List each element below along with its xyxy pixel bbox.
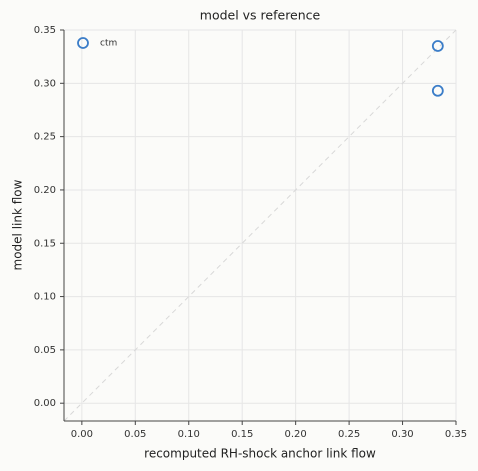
x-tick-label: 0.20 (285, 429, 307, 440)
y-tick-label: 0.05 (34, 345, 56, 356)
x-tick-label: 0.00 (71, 429, 93, 440)
chart-title: model vs reference (200, 8, 321, 23)
y-tick-label: 0.35 (34, 25, 56, 36)
y-tick-label: 0.30 (34, 78, 56, 89)
x-tick-label: 0.25 (338, 429, 360, 440)
x-axis-label: recomputed RH-shock anchor link flow (144, 447, 376, 461)
point (431, 84, 444, 97)
y-tick-label: 0.25 (34, 132, 56, 143)
x-tick-label: 0.35 (445, 429, 467, 440)
x-tick-label: 0.10 (178, 429, 200, 440)
reference-line (63, 29, 457, 422)
x-tick-label: 0.05 (124, 429, 146, 440)
legend-label: ctm (100, 39, 117, 49)
y-tick-label: 0.00 (34, 398, 56, 409)
legend-marker (77, 37, 89, 49)
point (431, 40, 444, 52)
y-tick-label: 0.15 (34, 238, 56, 249)
y-axis-label: model link flow (11, 179, 25, 270)
y-tick-label: 0.20 (34, 185, 56, 196)
x-tick-label: 0.15 (231, 429, 253, 440)
y-tick-label: 0.10 (34, 292, 56, 303)
x-tick-label: 0.30 (391, 429, 413, 440)
